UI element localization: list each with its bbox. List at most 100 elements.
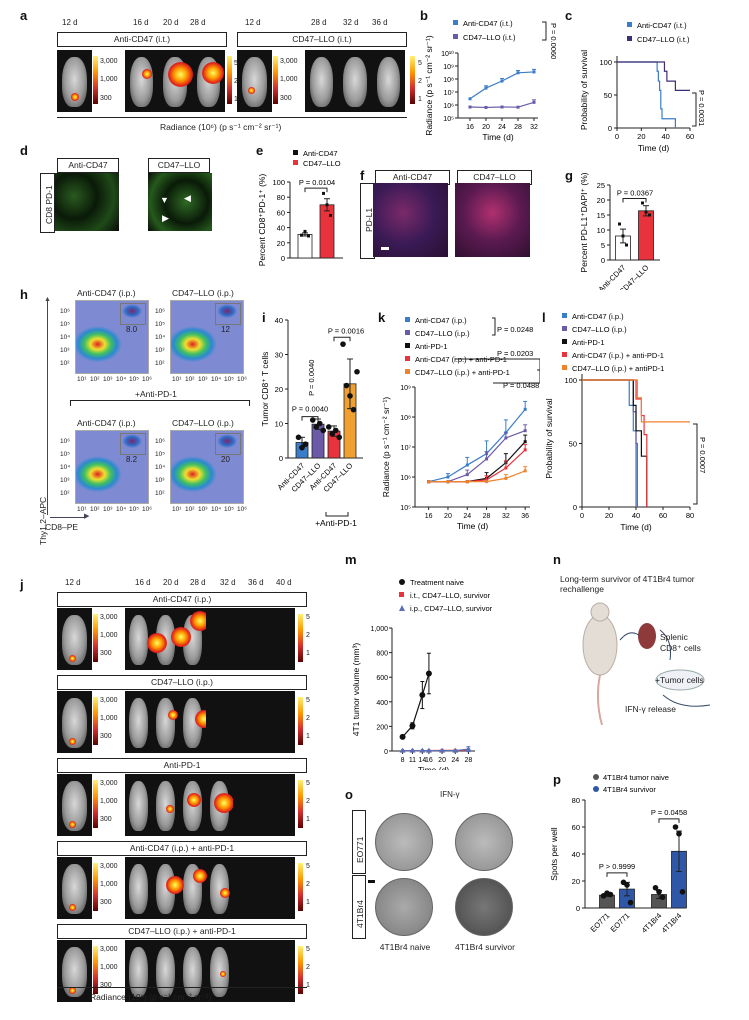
time-label: 32 d [343,18,359,27]
colorbar-label: 300 [100,650,112,657]
significance-bracket [542,21,547,41]
treatment-row-label: CD47–LLO (i.p.) + anti-PD-1 [57,924,307,939]
x-tick-label: 28 [514,124,522,131]
legend-label: CD47–LLO (i.p.) [572,325,627,334]
p-value: P = 0.0488 [503,381,539,390]
gate-percentage: 20 [221,455,230,464]
data-point [532,100,536,104]
data-point [644,210,648,214]
legend-marker [627,22,632,27]
bli-image [57,50,92,112]
legend-label: i.p., CD47–LLO, survivor [410,604,493,613]
significance-bracket [537,369,540,371]
arrow-icon [662,694,711,707]
p-value: P = 0.0031 [697,90,706,126]
splenic-label: Splenic [660,632,688,642]
survival-curve-Anti-PD-1 [582,379,648,507]
y-tick-label: 40 [275,316,283,325]
colorbar-label: 2 [234,78,238,85]
x-tick-label: 0 [580,511,584,520]
legend-marker [562,326,567,331]
mouse [129,615,148,666]
y-tick-label: 0 [281,254,285,263]
signal-blob [69,820,77,828]
x-tick-label: 10⁵ [224,376,234,383]
legend-marker [593,774,599,780]
significance-bracket [622,198,647,203]
y-tick-label: 10² [60,490,70,497]
survival-curve-Anti-CD47 (i.p.) [582,379,637,507]
x-tick-label: 10⁶ [142,506,152,513]
micrograph-cd47-llo: ▼ ◀ ▶ [148,173,212,231]
legend-label: 4T1Br4 tumor naive [603,773,669,782]
data-point [468,105,472,109]
x-axis-label: Time (d) [620,522,651,532]
p-value: P = 0.0367 [617,189,653,198]
row-label-text: EO771 [355,836,365,863]
y-tick-label: 100 [272,178,285,187]
data-point [465,480,469,484]
y-axis-arrow [47,300,48,515]
legend-label: Anti-PD-1 [572,338,605,347]
data-point [484,105,488,109]
mouse [210,947,229,998]
data-point [627,899,634,906]
data-point [302,441,309,447]
radiance-label: Radiance (10⁶) (p s⁻¹ cm⁻² sr⁻¹) [90,992,212,1002]
group-label-anti-cd47: Anti-CD47 (i.t.) [57,32,227,47]
data-point [427,480,431,484]
legend-label: Anti-CD47 [303,150,338,158]
time-label: 16 d [135,578,151,587]
colorbar [93,697,98,745]
y-tick-label: 20 [572,877,580,886]
legend-label: Anti-CD47 (i.p.) [415,316,467,325]
significance-bracket [333,336,351,342]
signal-blob [69,903,77,911]
legend-marker [405,343,410,348]
x-tick-label: 24 [463,513,471,520]
signal-blob [219,888,230,898]
bli-image [206,608,295,670]
legend-label: Anti-CD47 (i.p.) [572,312,624,321]
legend-label: Treatment naive [410,578,464,587]
legend-label: Anti-CD47 (i.t.) [637,21,687,30]
time-label: 32 d [220,578,236,587]
p-value: P = 0.0016 [328,326,364,335]
data-point [679,889,686,895]
x-tick-label: 10¹ [172,506,182,513]
y-tick-label: 10² [155,490,165,497]
x-tick-label: 20 [482,124,490,131]
bar-Anti-CD47 [297,234,313,259]
colorbar [93,780,98,828]
series-line-Anti-CD47 (i.p.) [428,408,526,483]
colorbar-label: 3,000 [100,946,118,953]
legend-marker [399,592,404,597]
colorbar-label: 5 [306,863,310,870]
x-axis-label: Time (d) [418,765,449,770]
x-axis-label: CD8–PE [45,522,79,532]
x-tick-label: 10⁴ [211,506,222,513]
y-tick-label: 10¹⁰ [441,50,454,58]
colorbar-label: 300 [280,95,292,102]
mouse [129,781,148,832]
elispot-well [375,878,433,936]
time-label: 16 d [133,18,149,27]
divider [57,987,307,988]
y-tick-label: 0 [279,454,283,463]
signal-blob [165,805,174,813]
y-tick-label: 0 [601,256,605,265]
y-tick-label: 20 [597,196,605,205]
gate-percentage: 8.0 [126,325,138,334]
signal-blob [168,62,194,88]
data-point [325,203,329,207]
colorbar-label: 300 [100,733,112,740]
colorbar [93,56,98,104]
y-tick-label: 60 [572,823,580,832]
bli-image [125,774,233,836]
y-axis-label: Percent PD-L1⁺DAPI⁺ (%) [579,172,589,272]
mouse [129,947,148,998]
bli-image [233,857,295,919]
colorbar-label: 5 [306,946,310,953]
x-tick-label: 40 [632,511,640,520]
